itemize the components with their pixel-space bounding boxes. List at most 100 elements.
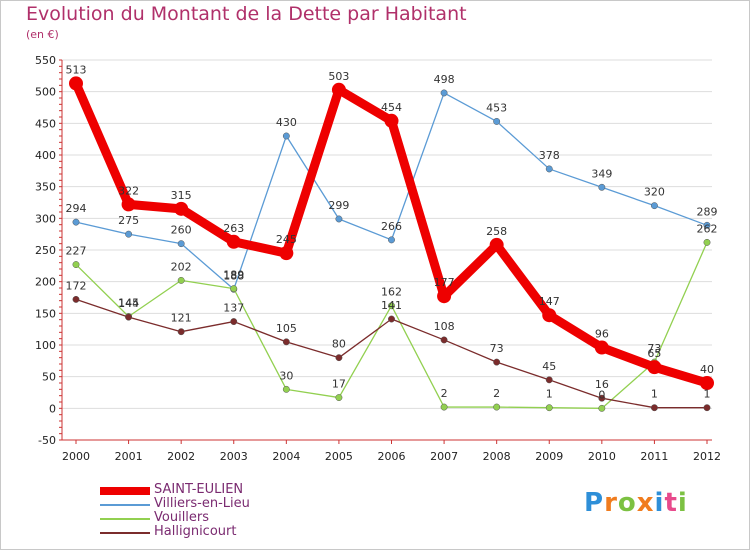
data-point (598, 394, 606, 402)
data-point (72, 218, 80, 226)
data-label: 188 (223, 269, 244, 282)
data-label: 454 (381, 101, 402, 114)
x-tick-label: 2011 (640, 450, 668, 463)
x-tick-label: 2002 (167, 450, 195, 463)
data-point (545, 404, 553, 412)
data-label: 96 (595, 328, 609, 341)
x-tick-label: 2003 (220, 450, 248, 463)
y-tick-label: 0 (49, 402, 56, 415)
logo-letter: P (584, 488, 605, 518)
data-label: 172 (66, 279, 87, 292)
legend-swatch (100, 518, 150, 520)
data-point (335, 354, 343, 362)
data-point (226, 234, 241, 249)
data-point (647, 360, 662, 375)
data-point (437, 289, 452, 304)
logo-letter: o (617, 488, 637, 518)
data-label: 147 (539, 295, 560, 308)
data-label: 202 (171, 260, 192, 273)
y-tick-label: 250 (35, 244, 56, 257)
data-label: 263 (223, 222, 244, 235)
data-label: 145 (118, 297, 139, 310)
data-label: 299 (328, 199, 349, 212)
y-tick-label: 400 (35, 149, 56, 162)
data-point (125, 313, 133, 321)
x-tick-label: 2006 (378, 450, 406, 463)
logo-letter: x (636, 488, 655, 518)
data-label: 0 (598, 388, 605, 401)
y-tick-label: 100 (35, 339, 56, 352)
data-label: 30 (279, 369, 293, 382)
data-point (331, 82, 346, 97)
legend-swatch (100, 487, 150, 495)
data-label: 73 (647, 342, 661, 355)
data-label: 45 (542, 360, 556, 373)
data-point (440, 336, 448, 344)
legend-label: SAINT-EULIEN (154, 482, 244, 497)
data-point (69, 76, 83, 91)
data-point (177, 328, 185, 336)
data-point (700, 376, 714, 390)
x-tick-label: 2010 (588, 450, 616, 463)
legend-swatch (100, 504, 150, 506)
data-label: 378 (539, 149, 560, 162)
data-point (388, 236, 395, 244)
logo-letter: i (654, 488, 665, 518)
data-label: 177 (434, 276, 455, 289)
data-point (650, 202, 658, 210)
x-tick-label: 2008 (483, 450, 511, 463)
data-point (384, 113, 399, 128)
data-point (335, 215, 343, 223)
data-point (598, 183, 606, 191)
data-label: 245 (276, 233, 297, 246)
y-tick-label: 50 (42, 371, 56, 384)
data-point (542, 308, 557, 323)
data-label: 162 (381, 286, 402, 299)
data-label: 294 (66, 202, 87, 215)
logo-letter: i (677, 488, 688, 518)
data-label: 189 (223, 269, 244, 282)
x-tick-label: 2009 (535, 450, 563, 463)
data-label: 349 (591, 167, 612, 180)
data-point (174, 201, 189, 216)
data-label: 322 (118, 184, 139, 197)
data-point (177, 240, 185, 248)
x-tick-label: 2000 (62, 450, 90, 463)
data-label: 73 (490, 342, 504, 355)
data-point (282, 385, 290, 393)
data-label: 262 (697, 222, 718, 235)
data-point (493, 117, 501, 125)
data-point (703, 238, 711, 246)
data-label: 227 (66, 245, 87, 258)
y-tick-label: 450 (35, 117, 56, 130)
data-label: 16 (595, 378, 609, 391)
data-point (388, 315, 395, 323)
y-tick-label: 350 (35, 181, 56, 194)
data-label: 266 (381, 220, 402, 233)
data-point (335, 394, 343, 402)
data-label: 260 (171, 224, 192, 237)
logo-letter: r (604, 488, 618, 518)
x-tick-label: 2007 (430, 450, 458, 463)
legend-label: Villiers-en-Lieu (154, 496, 250, 511)
data-point (703, 221, 711, 229)
legend-label: Vouillers (154, 510, 210, 525)
data-point (282, 338, 290, 346)
data-point (177, 276, 185, 284)
x-tick-label: 2012 (693, 450, 721, 463)
data-label: 144 (118, 297, 139, 310)
data-point (440, 89, 448, 97)
chart-subtitle: (en €) (26, 28, 59, 41)
data-point (545, 376, 553, 384)
x-tick-label: 2005 (325, 450, 353, 463)
data-point (598, 404, 606, 412)
data-label: 1 (651, 388, 658, 401)
data-label: 289 (697, 205, 718, 218)
data-label: 105 (276, 322, 297, 335)
data-label: 498 (434, 73, 455, 86)
data-label: 2 (441, 387, 448, 400)
data-label: 1 (704, 388, 711, 401)
data-point (493, 358, 501, 366)
data-label: 137 (223, 302, 244, 315)
